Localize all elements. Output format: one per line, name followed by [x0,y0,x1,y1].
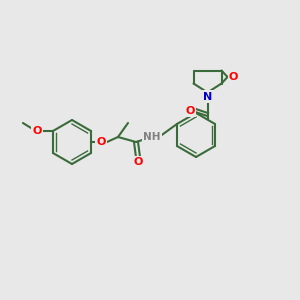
Text: O: O [133,157,143,167]
Text: O: O [96,137,106,147]
Text: O: O [32,126,42,136]
Text: O: O [229,72,238,82]
Text: O: O [186,106,195,116]
Text: NH: NH [143,132,161,142]
Text: N: N [203,92,212,101]
